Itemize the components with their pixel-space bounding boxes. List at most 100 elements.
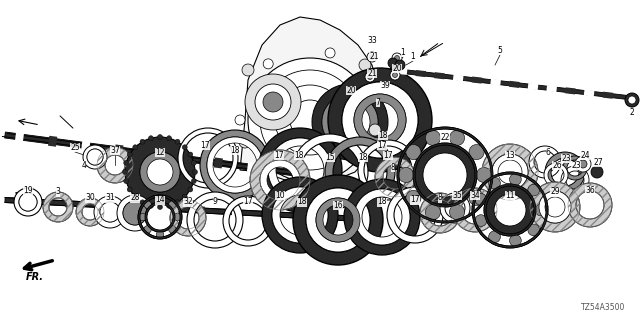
Circle shape [148, 136, 154, 141]
Circle shape [365, 72, 375, 82]
Wedge shape [544, 163, 568, 187]
Circle shape [255, 84, 291, 120]
Wedge shape [140, 152, 180, 192]
Wedge shape [484, 184, 536, 236]
Circle shape [87, 149, 103, 165]
Circle shape [157, 204, 163, 210]
Circle shape [390, 70, 400, 80]
Circle shape [399, 167, 413, 183]
Circle shape [371, 91, 381, 101]
Text: 33: 33 [367, 36, 377, 44]
Circle shape [392, 53, 402, 63]
Circle shape [426, 204, 440, 220]
Circle shape [394, 55, 399, 60]
Circle shape [263, 59, 273, 69]
Wedge shape [260, 160, 300, 200]
Circle shape [140, 200, 145, 205]
Circle shape [263, 92, 283, 112]
Text: 19: 19 [23, 186, 33, 195]
Wedge shape [563, 156, 587, 180]
Circle shape [325, 182, 335, 192]
Circle shape [392, 73, 397, 77]
Circle shape [123, 201, 147, 225]
Polygon shape [147, 149, 157, 160]
Polygon shape [5, 197, 380, 222]
Wedge shape [472, 172, 548, 248]
Polygon shape [390, 68, 632, 100]
Text: 21: 21 [367, 68, 377, 77]
Circle shape [156, 231, 164, 238]
Circle shape [426, 130, 440, 146]
Wedge shape [94, 196, 126, 228]
Text: 36: 36 [585, 186, 595, 195]
Circle shape [139, 213, 147, 221]
Circle shape [156, 196, 164, 203]
Polygon shape [509, 81, 520, 88]
Circle shape [124, 179, 129, 184]
Wedge shape [486, 186, 534, 234]
Wedge shape [397, 127, 493, 223]
Wedge shape [415, 145, 475, 205]
Circle shape [248, 58, 372, 182]
Wedge shape [43, 192, 73, 222]
Text: 27: 27 [593, 157, 603, 166]
Circle shape [579, 160, 587, 168]
Polygon shape [214, 157, 223, 168]
Circle shape [575, 156, 591, 172]
Wedge shape [170, 200, 206, 236]
Polygon shape [240, 17, 380, 182]
Wedge shape [530, 182, 580, 232]
Text: 25: 25 [70, 142, 80, 151]
Wedge shape [342, 82, 418, 158]
Text: 26: 26 [552, 161, 562, 170]
Text: 37: 37 [110, 146, 120, 155]
Text: 18: 18 [377, 197, 387, 206]
Circle shape [449, 130, 465, 146]
Text: 34: 34 [470, 190, 480, 199]
Wedge shape [482, 144, 538, 200]
Text: 39: 39 [380, 81, 390, 90]
Text: 28: 28 [131, 194, 140, 203]
Text: 29: 29 [550, 188, 560, 196]
Text: 4: 4 [81, 161, 86, 170]
Circle shape [591, 166, 603, 178]
Polygon shape [4, 132, 296, 176]
Wedge shape [312, 84, 388, 160]
Circle shape [100, 202, 120, 222]
Wedge shape [272, 187, 328, 243]
Circle shape [124, 160, 129, 165]
Text: 6: 6 [545, 148, 550, 156]
Polygon shape [247, 162, 256, 173]
Wedge shape [258, 128, 342, 212]
Circle shape [371, 139, 381, 149]
Circle shape [127, 152, 132, 157]
Text: 17: 17 [243, 197, 253, 206]
Circle shape [469, 145, 484, 160]
Wedge shape [97, 147, 133, 183]
Circle shape [166, 136, 172, 141]
Text: 2: 2 [630, 108, 634, 116]
Circle shape [488, 231, 500, 243]
Text: 5: 5 [497, 45, 502, 54]
Wedge shape [138, 195, 182, 239]
Polygon shape [584, 90, 595, 97]
Text: 1: 1 [411, 52, 415, 60]
Circle shape [476, 167, 492, 183]
Polygon shape [472, 76, 482, 84]
Text: TZ54A3500: TZ54A3500 [580, 303, 625, 312]
Circle shape [168, 226, 176, 233]
Wedge shape [14, 188, 42, 216]
Text: 22: 22 [440, 132, 450, 141]
Text: 7: 7 [376, 98, 380, 107]
Circle shape [369, 124, 381, 136]
Text: 20: 20 [392, 63, 402, 73]
Polygon shape [265, 210, 271, 218]
Circle shape [144, 226, 152, 233]
Wedge shape [138, 195, 182, 239]
Wedge shape [76, 198, 104, 226]
Text: 18: 18 [378, 131, 388, 140]
Polygon shape [298, 212, 305, 220]
Text: 18: 18 [297, 197, 307, 206]
Polygon shape [232, 208, 238, 216]
Circle shape [175, 139, 180, 144]
